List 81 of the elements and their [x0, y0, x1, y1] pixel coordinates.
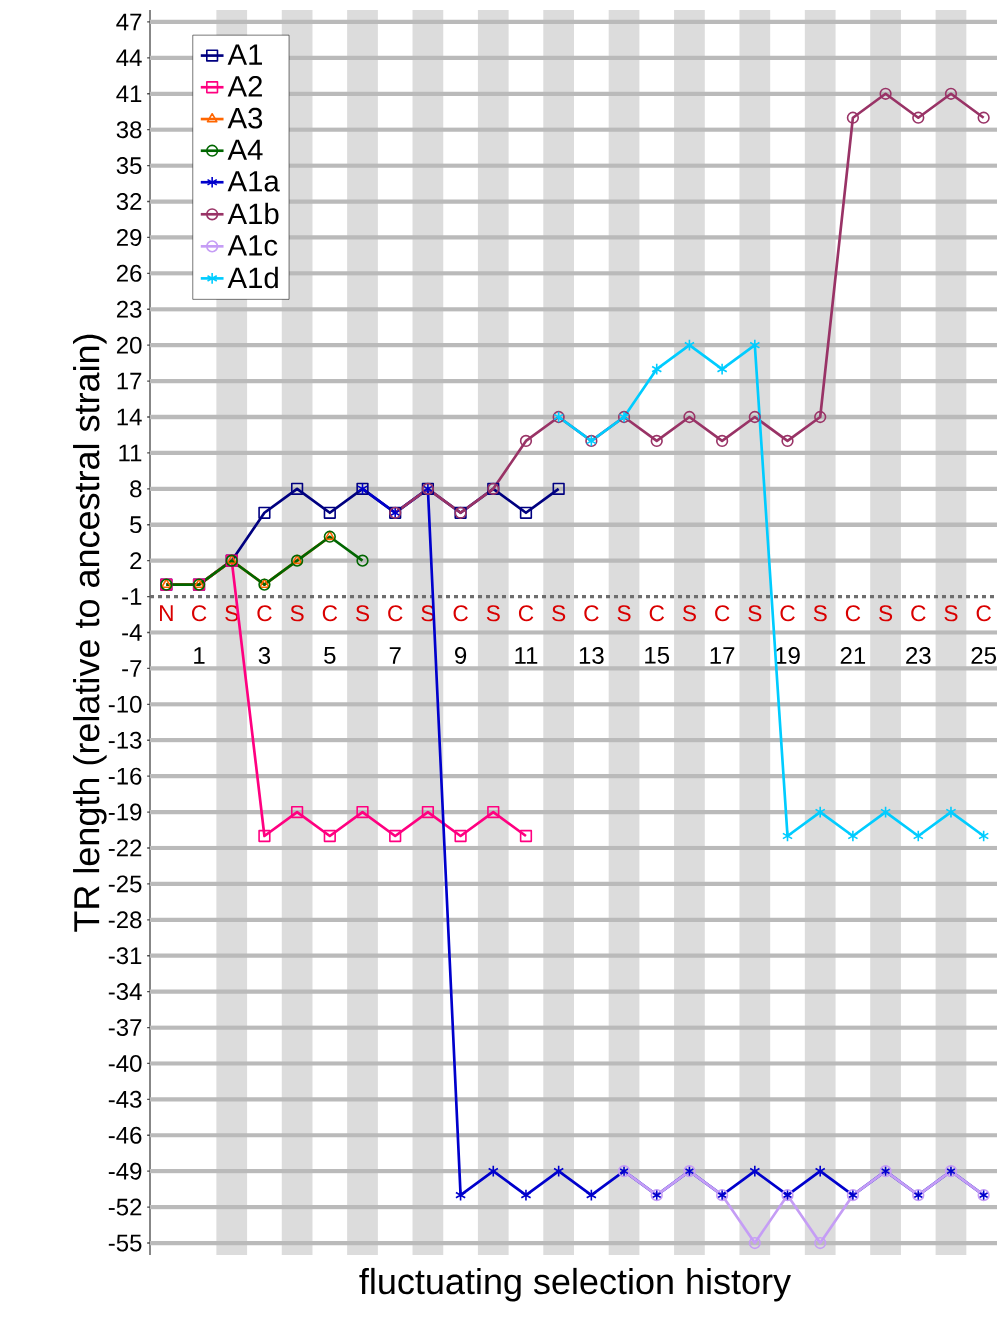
annotation: S [290, 605, 304, 622]
legend-label: A2 [227, 75, 262, 97]
annotation: C [388, 605, 403, 622]
legend-label: A1c [227, 235, 278, 256]
y-tick-label: -40 [108, 1054, 142, 1072]
y-tick-label: -13 [108, 731, 142, 749]
y-tick-label: 8 [130, 480, 142, 498]
y-tick-label: 14 [117, 408, 142, 426]
y-tick-label: -25 [108, 875, 142, 893]
annotation: S [682, 605, 696, 622]
annotation: S [748, 605, 762, 622]
legend-label: A4 [227, 139, 263, 160]
y-tick-label: 26 [116, 264, 142, 282]
annotation: C [322, 605, 338, 622]
y-tick-label: -1 [122, 588, 142, 605]
y-tick-label: 20 [116, 336, 142, 354]
annotation: C [780, 605, 795, 622]
legend-label: A1 [227, 44, 262, 65]
x-tick-label: 5 [324, 647, 336, 664]
y-tick-label: 17 [117, 372, 142, 390]
x-tick-label: 17 [710, 647, 735, 664]
x-tick-label: 11 [515, 647, 538, 664]
y-tick-label: -16 [108, 767, 142, 785]
x-tick-label: 23 [906, 646, 931, 664]
legend-label: A3 [227, 107, 263, 129]
y-tick-label: -49 [108, 1162, 142, 1180]
x-tick-label: 9 [455, 646, 467, 664]
y-tick-label: -28 [108, 911, 142, 929]
annotation: S [355, 605, 370, 622]
x-tick-label: 7 [389, 647, 401, 664]
annotation: C [976, 605, 991, 622]
y-tick-label: -43 [108, 1090, 142, 1108]
y-tick-label: 29 [116, 228, 142, 246]
y-tick-label: -55 [108, 1234, 142, 1252]
y-tick-label: -37 [108, 1019, 142, 1037]
x-tick-label: 3 [258, 646, 271, 664]
annotation: N [160, 605, 173, 621]
y-tick-label: -22 [108, 839, 142, 857]
annotation: C [584, 605, 599, 622]
y-tick-label: -52 [108, 1198, 142, 1216]
y-tick-label: 41 [116, 85, 142, 103]
x-tick-label: 1 [194, 647, 205, 664]
y-tick-label: -31 [108, 947, 142, 965]
annotation: S [879, 605, 893, 622]
y-tick-label: 11 [119, 444, 142, 462]
y-tick-label: 32 [116, 193, 142, 211]
annotation: C [845, 605, 861, 622]
legend-label: A1d [227, 266, 278, 289]
annotation: C [192, 605, 207, 622]
y-tick-label: 2 [130, 552, 142, 570]
annotation: S [617, 605, 631, 622]
annotation: C [715, 605, 730, 622]
annotation: C [518, 605, 534, 622]
y-tick-label: -4 [122, 624, 142, 641]
x-axis-title: fluctuating selection history [359, 1267, 791, 1302]
y-tick-label: 47 [116, 13, 142, 31]
y-tick-label: -7 [122, 660, 142, 677]
y-tick-label: -10 [108, 695, 142, 713]
x-tick-label: 13 [579, 646, 604, 664]
annotation: S [944, 605, 958, 622]
annotation: S [552, 605, 566, 622]
y-tick-label: 35 [116, 157, 142, 175]
x-tick-label: 15 [645, 647, 670, 664]
y-tick-label: 44 [116, 49, 142, 67]
annotation: C [649, 605, 665, 622]
annotation: S [813, 605, 827, 622]
y-tick-label: 38 [116, 121, 142, 139]
annotation: C [911, 605, 926, 622]
y-tick-label: -19 [108, 803, 142, 821]
legend-label: A1b [227, 202, 279, 225]
y-tick-label: 23 [116, 300, 142, 318]
y-tick-label: 5 [130, 516, 142, 534]
y-tick-label: -34 [108, 983, 142, 1001]
legend-label: A1a [227, 171, 280, 192]
annotation: C [453, 605, 468, 622]
x-tick-label: 25 [971, 646, 996, 664]
y-axis-title: TR length (relative to ancestral strain) [73, 334, 107, 932]
y-tick-label: -46 [108, 1126, 142, 1144]
x-tick-label: 21 [840, 647, 866, 664]
annotation: S [486, 605, 500, 622]
annotation: C [257, 605, 272, 622]
